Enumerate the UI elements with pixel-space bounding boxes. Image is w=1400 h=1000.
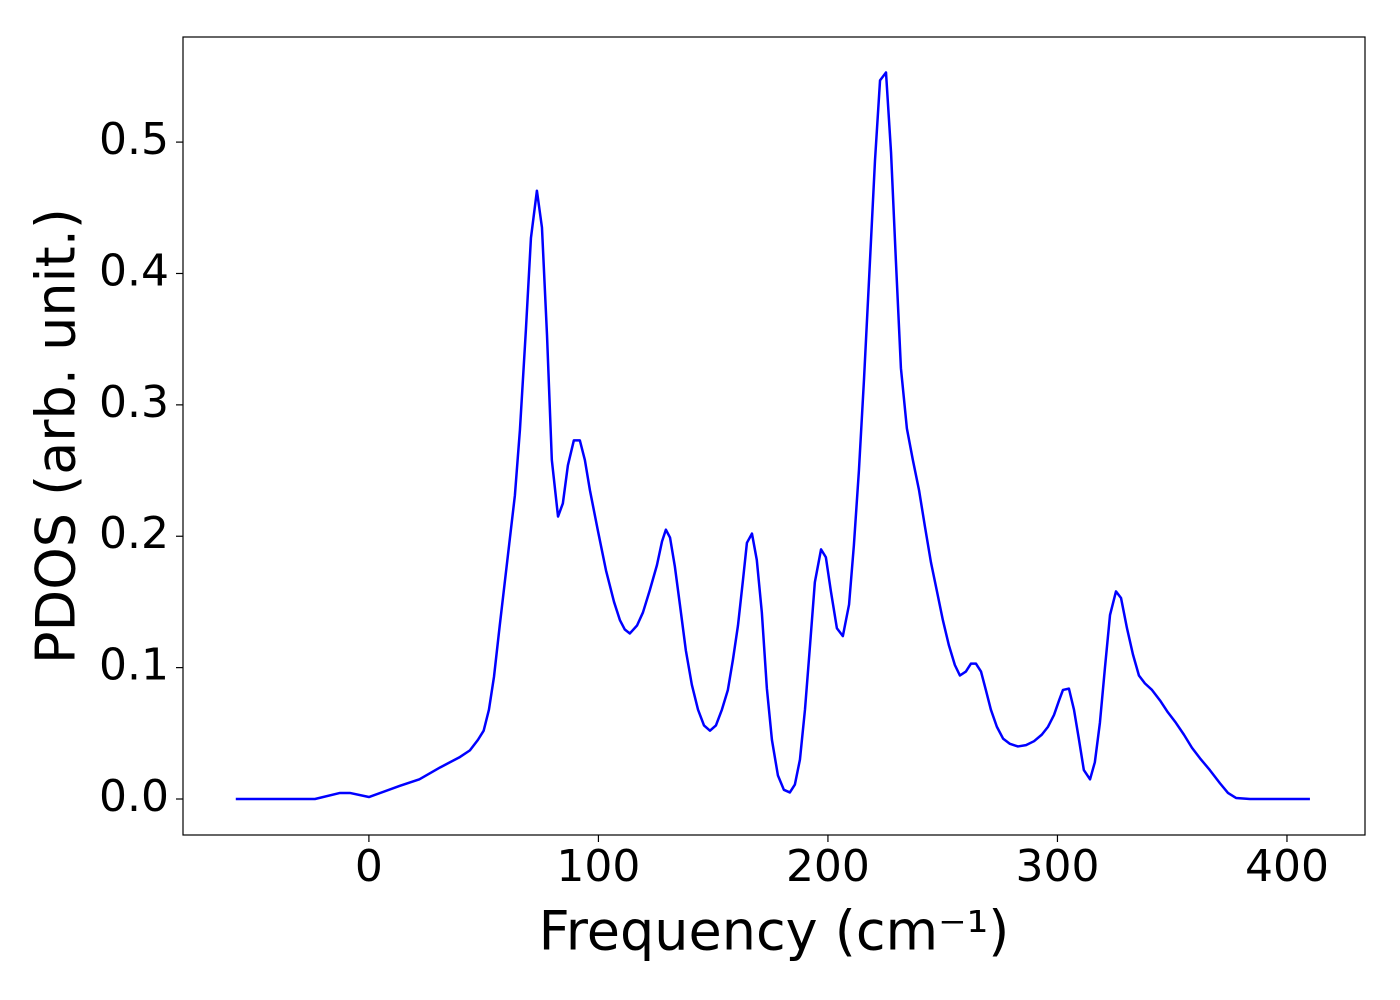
x-tick-label: 400 bbox=[1245, 841, 1329, 892]
plot-frame bbox=[182, 36, 1366, 836]
y-tick-label: 0.4 bbox=[99, 245, 169, 296]
y-tick-label: 0.1 bbox=[99, 640, 169, 691]
y-axis-label: PDOS (arb. unit.) bbox=[25, 208, 88, 664]
y-tick-label: 0.0 bbox=[99, 771, 169, 822]
y-tick-label: 0.2 bbox=[99, 508, 169, 559]
y-tick-label: 0.3 bbox=[99, 377, 169, 428]
y-tick-label: 0.5 bbox=[99, 114, 169, 165]
x-tick-label: 200 bbox=[786, 841, 870, 892]
x-tick-label: 300 bbox=[1015, 841, 1099, 892]
x-tick-label: 100 bbox=[556, 841, 640, 892]
x-axis-label: Frequency (cm⁻¹) bbox=[539, 900, 1010, 963]
data-line bbox=[235, 71, 1310, 801]
x-tick-label: 0 bbox=[355, 841, 383, 892]
